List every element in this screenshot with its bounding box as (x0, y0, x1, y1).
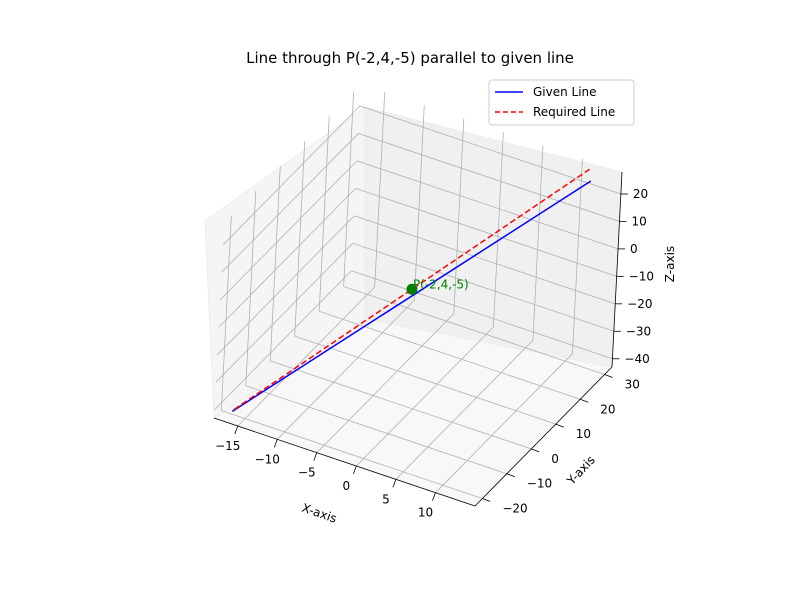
z-tick-label: −10 (629, 269, 654, 283)
z-tick-label: −20 (627, 297, 652, 311)
y-gridline-left (294, 141, 306, 337)
x-tick-label: −15 (215, 439, 240, 453)
z-gridline-left (219, 160, 358, 301)
z-axis-label: Z-axis (663, 246, 677, 282)
x-gridline-floor (276, 300, 415, 440)
point-p-label: P(-2,4,-5) (413, 277, 469, 291)
y-gridline-left (318, 116, 330, 312)
x-tick-label: −10 (255, 452, 280, 466)
z-tick-label: 10 (631, 214, 646, 228)
z-gridline-back (354, 215, 616, 305)
y-tick (482, 498, 491, 502)
x-gridline-back (572, 158, 583, 354)
z-gridline-back (359, 105, 622, 195)
z-tick-label: 20 (633, 187, 648, 201)
x-tick (273, 439, 278, 448)
chart-title: Line through P(-2,4,-5) parallel to give… (246, 49, 574, 67)
point-p-marker (406, 283, 418, 295)
z-axis-line (611, 171, 623, 368)
x-tick-label: 0 (343, 479, 351, 493)
y-tick-label: −10 (527, 477, 552, 491)
legend: Given Line Required Line (488, 79, 635, 126)
z-gridline-left (221, 133, 359, 273)
x-tick-label: 5 (382, 492, 390, 506)
z-gridline-back (352, 242, 614, 332)
z-gridline-back (358, 133, 620, 222)
given-line (231, 180, 592, 412)
y-axis-line (474, 366, 613, 507)
x-gridline-floor (435, 353, 573, 493)
x-tick-label: 10 (418, 506, 433, 520)
z-gridline-left (222, 105, 361, 246)
x-gridline-floor (237, 286, 376, 427)
x-gridline-back (453, 118, 465, 314)
y-gridline-floor (245, 385, 507, 475)
x-gridline-back (532, 145, 544, 341)
y-gridline-floor (221, 410, 483, 499)
z-tick-label: −40 (624, 352, 649, 366)
z-gridline-back (356, 160, 619, 250)
y-tick (555, 423, 564, 428)
y-gridline-left (269, 165, 281, 361)
x-gridline-back (492, 131, 504, 328)
x-tick (313, 452, 318, 461)
x-tick (234, 425, 239, 435)
x-gridline-back (374, 91, 386, 288)
y-tick-label: 30 (625, 377, 640, 391)
z-tick-label: −30 (626, 324, 651, 338)
z-gridline-left (214, 270, 352, 411)
z-gridline-left (215, 243, 354, 383)
x-axis-line (213, 417, 476, 507)
y-tick-label: 20 (600, 402, 615, 416)
x-tick (392, 479, 397, 488)
legend-label-required-line: Required Line (533, 105, 615, 119)
legend-box (488, 79, 635, 126)
z-gridline-left (216, 215, 355, 356)
legend-label-given-line: Given Line (533, 85, 597, 99)
y-gridline-left (343, 91, 355, 287)
data-series: P(-2,4,-5) (231, 168, 592, 412)
y-tick-label: 0 (551, 452, 559, 466)
y-gridline-floor (294, 335, 556, 425)
y-tick-label: −20 (502, 502, 527, 516)
y-tick-label: 10 (576, 427, 591, 441)
z-gridline-back (351, 270, 613, 360)
z-gridline-left (218, 188, 356, 328)
y-gridline-floor (270, 360, 532, 450)
x-gridline-floor (316, 313, 455, 453)
y-gridline-left (220, 215, 232, 411)
y-gridline-floor (343, 286, 605, 375)
x-tick (352, 465, 357, 475)
y-tick (531, 448, 540, 453)
x-tick (432, 492, 436, 501)
y-tick (604, 374, 613, 378)
x-gridline-floor (356, 326, 494, 467)
x-gridline-floor (395, 340, 534, 480)
y-tick (506, 473, 515, 478)
grid-lines (214, 91, 622, 499)
y-gridline-left (245, 190, 257, 386)
z-tick-label: 0 (630, 242, 638, 256)
y-gridline-floor (319, 310, 581, 400)
y-tick (580, 398, 589, 403)
z-gridline-back (355, 187, 617, 277)
x-tick-label: −5 (298, 466, 316, 480)
x-gridline-back (413, 105, 425, 301)
